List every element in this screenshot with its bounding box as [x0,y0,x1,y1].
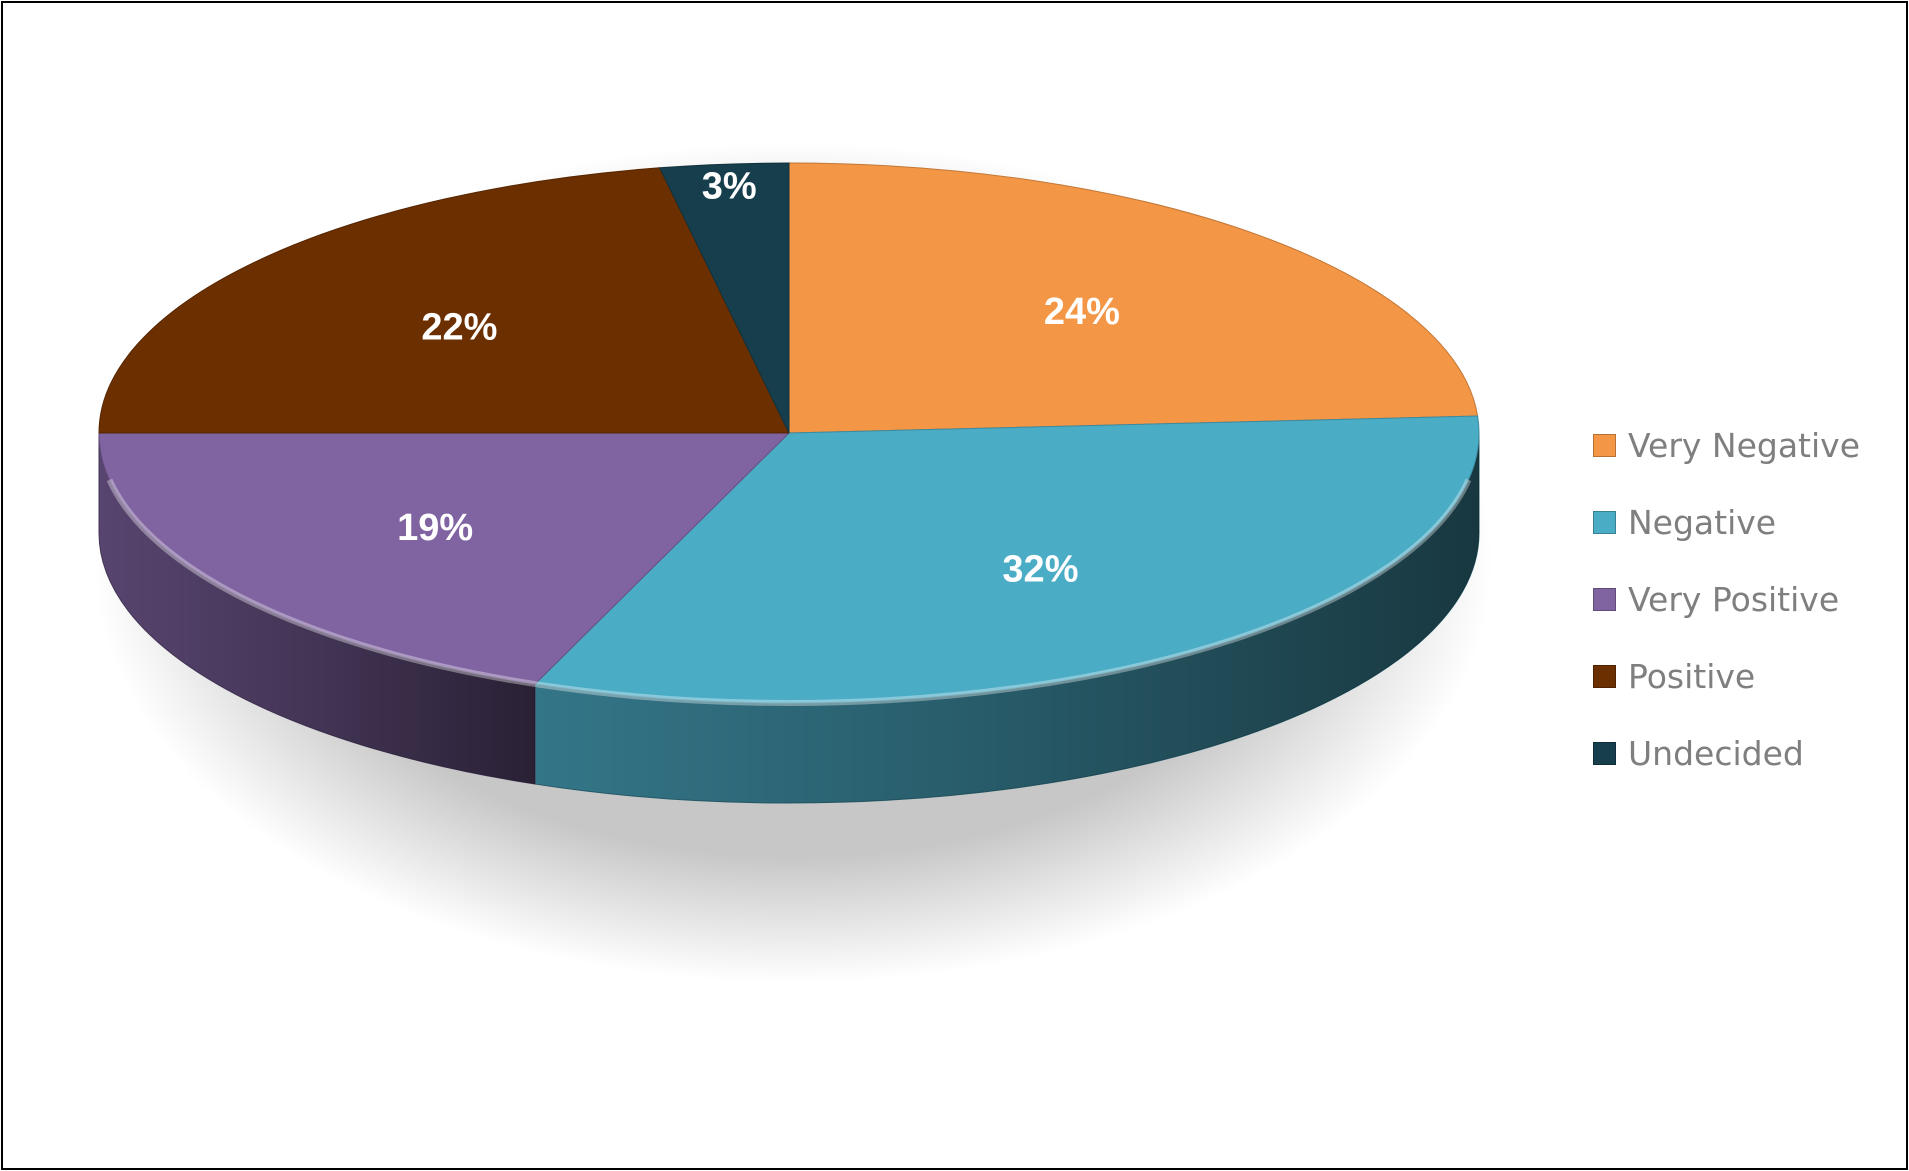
pie-slice-negative[interactable] [533,415,1480,704]
legend-swatch-negative [1593,511,1616,534]
legend-label: Very Negative [1628,426,1860,465]
pie-slice-very-negative[interactable] [788,162,1479,434]
pie-side-shade-negative [534,433,1479,803]
legend-item-positive[interactable]: Positive [1593,638,1860,715]
legend-label: Positive [1628,657,1756,696]
legend-swatch-very-negative [1593,434,1616,457]
legend: Very Negative Negative Very Positive Positi… [1593,407,1860,792]
data-label-negative: 32% [1002,548,1078,590]
legend-label: Very Positive [1628,580,1840,619]
pie-slice-undecided[interactable] [658,162,790,434]
pie-slice-very-positive[interactable] [98,432,791,685]
legend-item-very-positive[interactable]: Very Positive [1593,561,1860,638]
data-label-undecided: 3% [702,166,757,208]
legend-swatch-undecided [1593,742,1616,765]
pie-chart: 24% 32% 19% 22% 3% [93,143,1493,983]
data-label-very-negative: 24% [1044,291,1120,333]
legend-item-negative[interactable]: Negative [1593,484,1860,561]
legend-label: Undecided [1628,734,1804,773]
data-label-very-positive: 19% [397,507,473,549]
pie-rim-highlight [106,478,1472,706]
pie-slice-positive[interactable] [98,167,790,434]
pie-slices [98,162,1480,706]
data-label-positive: 22% [421,306,497,348]
pie-side-shade-very-positive [99,433,535,785]
legend-item-very-negative[interactable]: Very Negative [1593,407,1860,484]
legend-item-undecided[interactable]: Undecided [1593,715,1860,792]
legend-swatch-positive [1593,665,1616,688]
pie-data-labels: 24% 32% 19% 22% 3% [397,166,1120,591]
legend-label: Negative [1628,503,1777,542]
legend-swatch-very-positive [1593,588,1616,611]
